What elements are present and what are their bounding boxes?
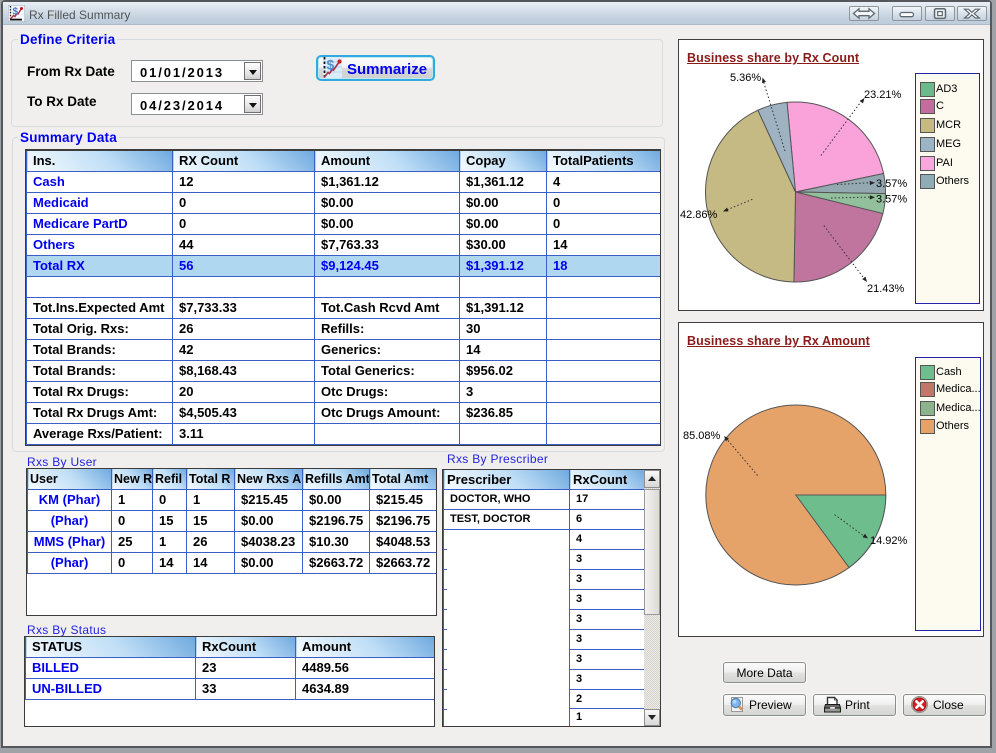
svg-text:85.08%: 85.08% <box>683 430 721 442</box>
svg-text:23.21%: 23.21% <box>864 89 902 101</box>
svg-text:3.57%: 3.57% <box>876 178 907 190</box>
svg-text:5.36%: 5.36% <box>730 72 761 84</box>
svg-text:42.86%: 42.86% <box>680 209 718 221</box>
svg-text:3.57%: 3.57% <box>876 194 907 206</box>
svg-text:$: $ <box>13 7 19 18</box>
svg-text:21.43%: 21.43% <box>867 283 905 295</box>
svg-text:14.92%: 14.92% <box>870 535 908 547</box>
svg-text:$: $ <box>327 57 335 73</box>
